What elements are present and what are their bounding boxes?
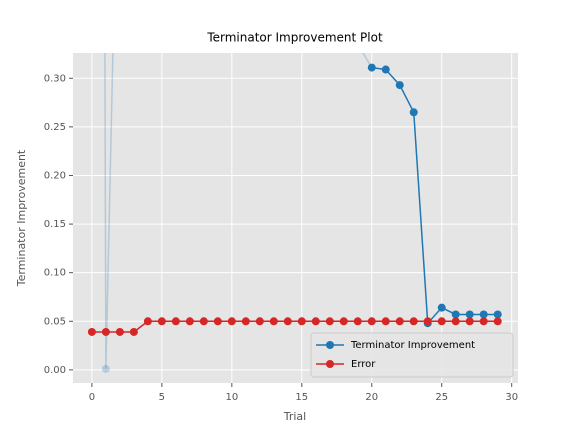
y-tick-label: 0.10 (44, 268, 66, 279)
line-connector (362, 53, 373, 68)
point (213, 317, 222, 326)
point (409, 108, 418, 117)
legend-marker (326, 360, 334, 368)
point (339, 317, 348, 326)
point (465, 317, 474, 326)
point (325, 317, 334, 326)
point (185, 317, 194, 326)
point (312, 0, 320, 5)
point (395, 317, 404, 326)
x-tick-label: 5 (159, 392, 165, 403)
point (395, 81, 404, 90)
point (381, 317, 390, 326)
point (479, 317, 488, 326)
point (269, 317, 278, 326)
point (451, 310, 460, 319)
legend-label: Error (351, 359, 376, 370)
point (115, 327, 124, 336)
x-tick-label: 10 (225, 392, 238, 403)
x-tick-label: 20 (365, 392, 378, 403)
legend-marker (326, 341, 334, 349)
point (171, 317, 180, 326)
y-tick-label: 0.15 (44, 219, 66, 230)
point (227, 317, 236, 326)
plot-area (73, 53, 518, 383)
point (241, 317, 250, 326)
point (340, 16, 348, 24)
x-axis-label: Trial (283, 410, 306, 423)
chart-title: Terminator Improvement Plot (206, 31, 383, 45)
point (479, 310, 488, 319)
point (353, 317, 362, 326)
point (101, 327, 110, 336)
point (157, 317, 166, 326)
point (87, 327, 96, 336)
x-tick-label: 30 (505, 392, 518, 403)
y-tick-label: 0.00 (44, 365, 66, 376)
point (283, 317, 292, 326)
y-tick-label: 0.20 (44, 170, 66, 181)
point (101, 364, 110, 373)
x-tick-label: 0 (89, 392, 95, 403)
x-tick-label: 15 (295, 392, 308, 403)
legend-label: Terminator Improvement (350, 340, 475, 351)
point (367, 63, 376, 72)
legend-box (310, 332, 514, 378)
point (437, 317, 446, 326)
point (409, 317, 418, 326)
point (297, 317, 306, 326)
y-tick-label: 0.30 (44, 73, 66, 84)
point (381, 65, 390, 74)
line-series (371, 66, 498, 326)
y-tick-label: 0.05 (44, 316, 66, 327)
point (199, 317, 208, 326)
point (437, 303, 446, 312)
point (465, 310, 474, 319)
point (129, 327, 138, 336)
x-tick-label: 25 (435, 392, 448, 403)
point (255, 317, 264, 326)
point (451, 317, 460, 326)
point (367, 317, 376, 326)
point (143, 317, 152, 326)
point (493, 317, 502, 326)
y-tick-label: 0.25 (44, 122, 66, 133)
point (493, 310, 502, 319)
point (326, 6, 334, 14)
point (311, 317, 320, 326)
y-axis-label: Terminator Improvement (15, 149, 28, 287)
point (423, 317, 432, 326)
